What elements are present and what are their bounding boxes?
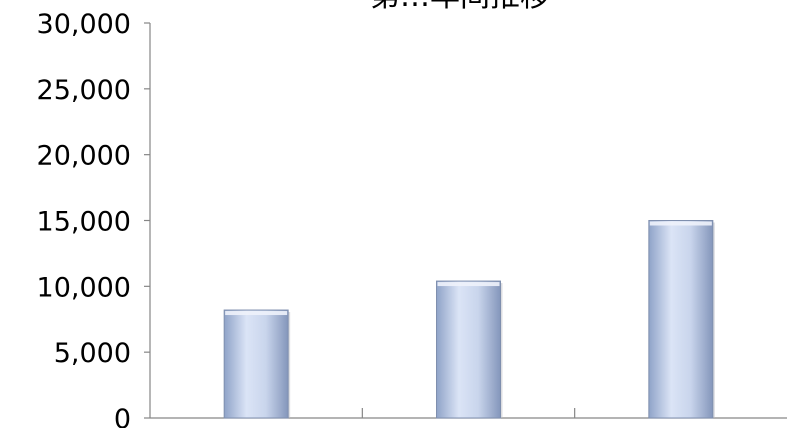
bar-highlight	[649, 221, 712, 226]
y-tick-label: 15,000	[37, 207, 131, 238]
y-tick-label: 5,000	[54, 338, 131, 369]
y-tick-label: 25,000	[37, 75, 131, 106]
bar	[648, 220, 714, 419]
bar	[223, 309, 289, 419]
y-tick-label: 10,000	[37, 272, 131, 303]
chart-title: 第…年间推移	[370, 0, 550, 14]
y-tick-label: 0	[114, 404, 131, 428]
bar-highlight	[437, 282, 500, 287]
y-tick-label: 20,000	[37, 141, 131, 172]
bar-highlight	[225, 311, 288, 316]
bar	[436, 280, 501, 419]
y-tick-label: 30,000	[37, 9, 131, 40]
